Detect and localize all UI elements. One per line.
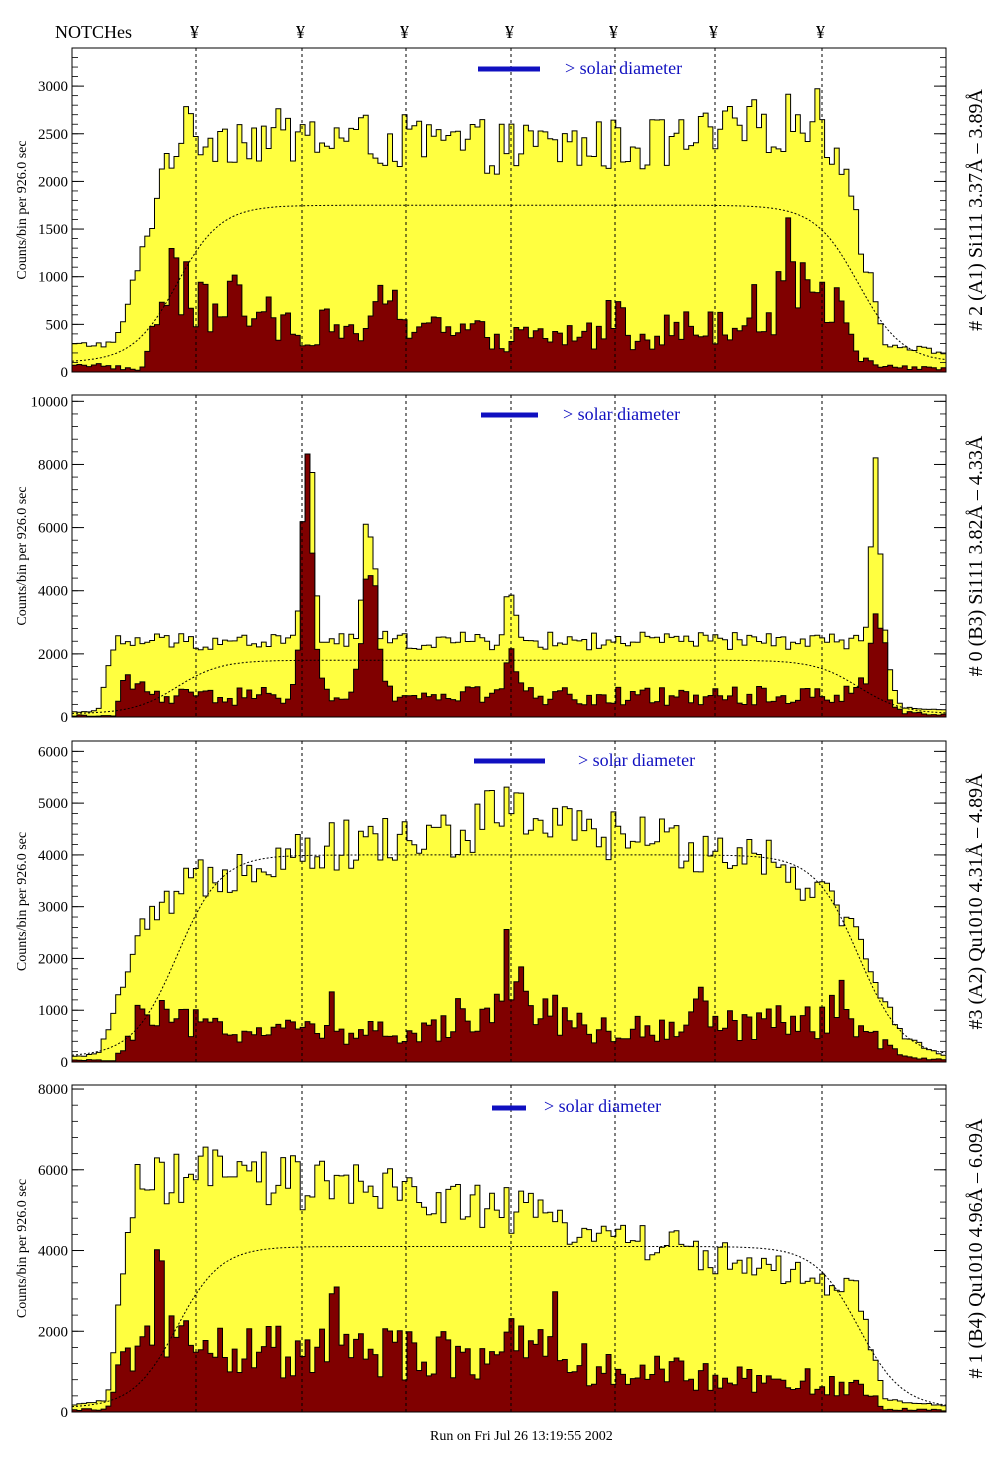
panel-right-label: # 1 (B4) Qu1010 4.96Å – 6.09Å — [965, 1118, 987, 1379]
panel-b3-si111: 0 2000 4000 6000 8000 10000 Counts/bin per 92… — [15, 394, 987, 726]
total-counts-histogram — [71, 1146, 947, 1413]
y-tick-label: 4000 — [38, 584, 68, 600]
y-tick-label: 3000 — [38, 79, 68, 95]
histogram-area — [71, 453, 947, 718]
panel-b4-qu1010: 0 2000 4000 6000 8000 Counts/bin per 926.0 s… — [15, 1082, 987, 1421]
y-tick-label: 8000 — [38, 1082, 68, 1098]
y-axis-label: Counts/bin per 926.0 sec — [15, 140, 30, 279]
y-tick-label: 4000 — [38, 1244, 68, 1260]
y-tick-label: 2000 — [38, 951, 68, 967]
y-tick-label: 6000 — [38, 521, 68, 537]
background-counts-histogram — [71, 217, 947, 373]
solar-diameter-label: > solar diameter — [565, 58, 682, 78]
solar-diameter-label: > solar diameter — [578, 750, 695, 770]
y-tick-label: 3000 — [38, 900, 68, 916]
plot-frame — [71, 740, 947, 1063]
y-tick-label: 2500 — [38, 127, 68, 143]
panel-right-label: #3 (A2) Qu1010 4.31Å – 4.89Å — [965, 773, 987, 1030]
panel-axes — [71, 47, 947, 373]
y-tick-label: 1000 — [38, 1003, 68, 1019]
notch-marker-3: ¥ — [400, 22, 409, 42]
y-axis-label: Counts/bin per 926.0 sec — [15, 832, 30, 971]
notch-marker-6: ¥ — [709, 22, 718, 42]
panel-axes — [71, 394, 947, 718]
y-tick-labels: 0 2000 4000 6000 8000 — [38, 1082, 68, 1421]
y-tick-labels: 0 500 1000 1500 2000 2500 3000 — [38, 79, 68, 381]
notch-marker-2: ¥ — [296, 22, 305, 42]
total-counts-histogram — [71, 88, 947, 373]
y-tick-label: 1500 — [38, 222, 68, 238]
panel-axes — [71, 1084, 947, 1413]
run-timestamp: Run on Fri Jul 26 13:19:55 2002 — [430, 1429, 613, 1444]
y-tick-label: 0 — [61, 1405, 69, 1421]
y-tick-labels: 0 1000 2000 3000 4000 5000 6000 — [38, 744, 68, 1071]
y-axis-label: Counts/bin per 926.0 sec — [15, 486, 30, 625]
y-tick-label: 6000 — [38, 1163, 68, 1179]
y-tick-label: 10000 — [31, 394, 69, 410]
solar-diameter-label: > solar diameter — [563, 404, 680, 424]
y-tick-label: 6000 — [38, 744, 68, 760]
y-tick-label: 500 — [46, 317, 69, 333]
notch-markers: ¥ ¥ ¥ ¥ ¥ ¥ ¥ — [190, 22, 825, 42]
notch-marker-5: ¥ — [609, 22, 618, 42]
y-tick-label: 8000 — [38, 457, 68, 473]
y-tick-label: 2000 — [38, 1324, 68, 1340]
background-counts-histogram — [71, 1249, 947, 1413]
panel-a1-si111: 0 500 1000 1500 2000 2500 3000 Counts/bin per … — [15, 47, 987, 381]
model-curve — [71, 1246, 947, 1408]
notches-label: NOTCHes — [55, 22, 132, 42]
panel-right-label: # 2 (A1) Si111 3.37Å – 3.89Å — [965, 89, 987, 331]
notch-marker-1: ¥ — [190, 22, 199, 42]
y-axis-label: Counts/bin per 926.0 sec — [15, 1179, 30, 1318]
background-counts-histogram — [71, 929, 947, 1063]
y-tick-label: 1000 — [38, 270, 68, 286]
y-tick-label: 5000 — [38, 796, 68, 812]
y-tick-label: 4000 — [38, 848, 68, 864]
plot-frame — [71, 1084, 947, 1413]
solar-diameter-label: > solar diameter — [544, 1096, 661, 1116]
y-tick-label: 0 — [61, 1055, 69, 1071]
notch-marker-7: ¥ — [816, 22, 825, 42]
model-curve — [71, 854, 947, 1056]
y-tick-label: 0 — [61, 710, 69, 726]
y-tick-label: 2000 — [38, 647, 68, 663]
y-tick-label: 2000 — [38, 174, 68, 190]
histogram-area — [71, 88, 947, 373]
histogram-area — [71, 1146, 947, 1413]
model-curve — [71, 204, 947, 362]
notch-marker-4: ¥ — [505, 22, 514, 42]
y-tick-labels: 0 2000 4000 6000 8000 10000 — [31, 394, 69, 726]
panel-a2-qu1010: 0 1000 2000 3000 4000 5000 6000 Counts/bin per… — [15, 740, 987, 1071]
histogram-area — [71, 786, 947, 1063]
y-tick-label: 0 — [61, 365, 69, 381]
panel-right-label: # 0 (B3) Si111 3.82Å – 4.33Å — [965, 435, 987, 676]
plot-frame — [71, 394, 947, 718]
total-counts-histogram — [71, 453, 947, 718]
panel-axes — [71, 740, 947, 1063]
